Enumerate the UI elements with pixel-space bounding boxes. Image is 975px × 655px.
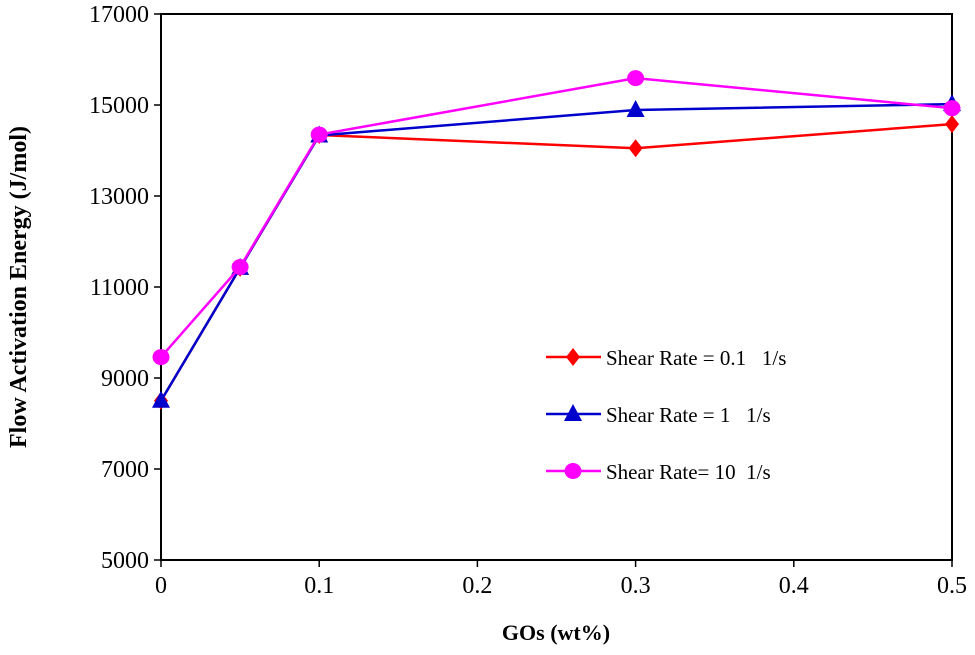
triangle-marker [626,100,645,118]
triangle-marker [152,390,170,408]
y-tick-label: 11000 [90,275,149,301]
circle-marker [310,126,328,143]
series-1 [154,115,959,410]
triangle-marker [564,404,582,421]
y-tick-label: 13000 [89,184,149,210]
circle-marker [943,100,961,117]
x-tick-label: 0.5 [937,573,967,599]
series-2 [152,94,961,408]
legend-item: Shear Rate = 0.1 1/s [546,346,786,370]
x-tick-label: 0.2 [462,573,492,599]
y-tick-label: 9000 [101,366,149,392]
series-line [159,122,953,402]
y-tick-label: 17000 [89,2,149,28]
y-axis-label: Flow Activation Energy (J/mol) [6,126,32,448]
legend-item: Shear Rate = 1 1/s [546,403,771,427]
x-tick-label: 0.4 [779,573,809,599]
y-tick-label: 7000 [101,457,149,483]
circle-marker [564,463,582,479]
x-axis-label: GOs (wt%) [502,620,610,645]
circle-marker [231,258,249,275]
y-tick-label: 15000 [89,93,149,119]
series-line [160,76,953,358]
x-tick-label: 0.3 [621,573,651,599]
diamond-marker [566,348,580,366]
diamond-marker [945,115,959,134]
x-tick-label: 0 [155,573,167,599]
y-tick-label: 5000 [101,548,149,574]
x-tick-label: 0.1 [304,573,334,599]
legend: Shear Rate = 0.1 1/s Shear Rate = 1 1/s Sh… [546,346,786,484]
axes: 5000 7000 9000 11000 13000 15000 17000 0 0.1 0.2 0… [89,2,967,599]
diamond-marker [628,139,643,158]
legend-item: Shear Rate= 10 1/s [546,460,771,484]
legend-label: Shear Rate = 1 1/s [606,403,771,427]
legend-label: Shear Rate = 0.1 1/s [606,346,786,370]
series [152,70,961,410]
series-3 [152,70,961,366]
circle-marker [152,349,170,366]
legend-label: Shear Rate= 10 1/s [606,460,771,484]
circle-marker [627,70,645,87]
